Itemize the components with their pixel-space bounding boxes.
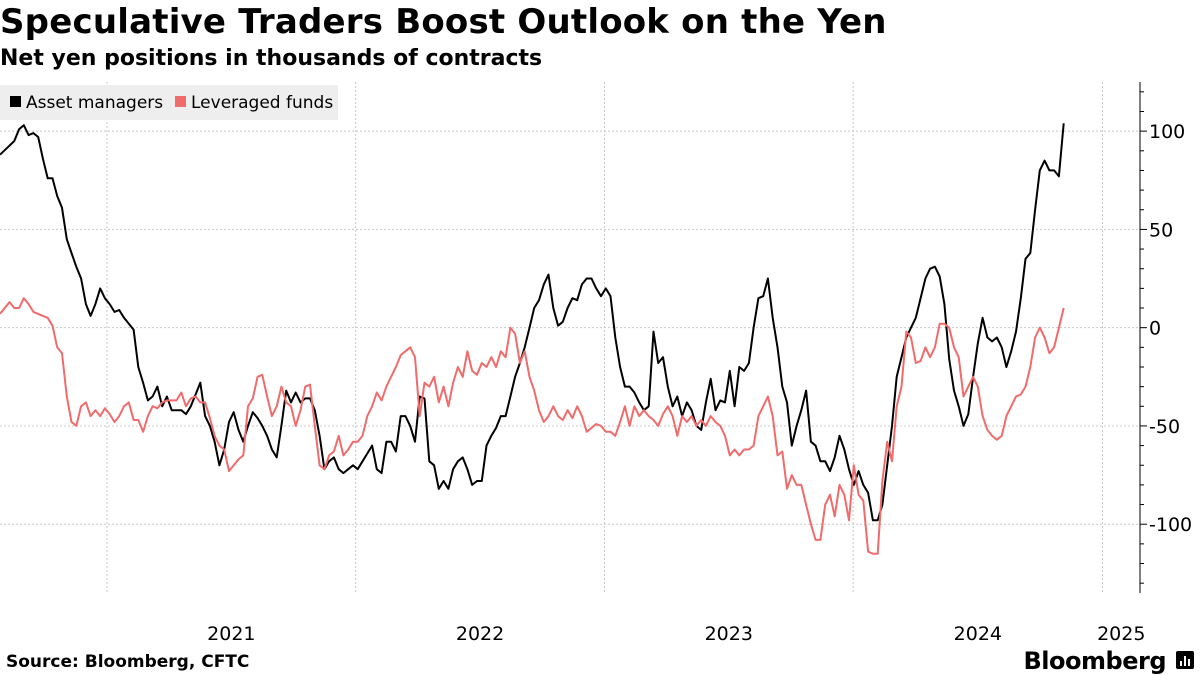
y-tick-label: 100: [1149, 121, 1185, 143]
x-tick-label: 2021: [207, 623, 255, 645]
legend-label: Asset managers: [26, 93, 163, 113]
legend-label: Leveraged funds: [191, 93, 333, 113]
legend-box: [0, 85, 338, 120]
chart-grid: [0, 82, 1140, 593]
chart-series: [0, 123, 1065, 555]
bloomberg-terminal-icon: [1176, 651, 1194, 669]
chart-legend: Asset managers Leveraged funds: [0, 85, 338, 120]
x-tick-label: 2024: [954, 623, 1002, 645]
y-tick-label: 50: [1149, 219, 1173, 241]
y-tick-label: -50: [1149, 416, 1180, 438]
chart-subtitle: Net yen positions in thousands of contra…: [0, 46, 543, 71]
series-line-leveraged-funds: [0, 297, 1065, 555]
chart-axes: 100 50 0 -50 -100 2021 2022 2023 2024 2025: [207, 82, 1192, 645]
source-note: Source: Bloomberg, CFTC: [6, 652, 250, 672]
y-tick-label: 0: [1149, 318, 1161, 340]
legend-swatch: [175, 96, 186, 107]
x-tick-label: 2023: [705, 623, 753, 645]
series-line-asset-managers: [0, 123, 1065, 522]
x-tick-label: 2025: [1097, 623, 1145, 645]
y-tick-label: -100: [1149, 514, 1192, 536]
brand-logo: Bloomberg: [1023, 647, 1167, 675]
chart-title: Speculative Traders Boost Outlook on the…: [0, 2, 887, 42]
x-tick-label: 2022: [456, 623, 504, 645]
legend-swatch: [10, 96, 21, 107]
